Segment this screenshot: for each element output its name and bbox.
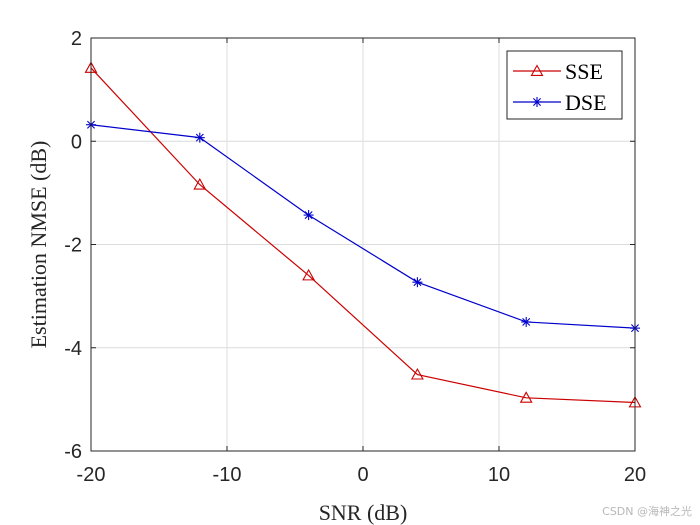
asterisk-stroke [195, 133, 204, 142]
axis-ticks: -20 -10 0 10 20-6-4-202 [64, 28, 646, 486]
legend-label-sse: SSE [565, 59, 603, 84]
legend-label-dse: DSE [565, 90, 607, 115]
legend-marker-dse [532, 97, 542, 107]
legend-entry-dse: DSE [513, 90, 607, 115]
x-axis-title: SNR (dB) [319, 500, 408, 525]
x-tick-label: 20 [624, 464, 646, 486]
x-tick-label: 0 [357, 464, 368, 486]
asterisk-stroke [413, 278, 422, 287]
data-point-sse [519, 391, 533, 403]
x-tick-label: -20 [77, 464, 106, 486]
data-point-sse [410, 367, 424, 380]
legend: SSE DSE [506, 50, 623, 120]
watermark: CSDN @海神之光 [602, 505, 692, 518]
series-line-dse [90, 124, 636, 329]
y-tick-label: -6 [64, 441, 82, 463]
data-point-sse [302, 268, 316, 281]
series-lines [84, 61, 642, 408]
series-line-sse [90, 67, 636, 404]
asterisk-stroke [533, 98, 541, 106]
y-tick-label: -4 [64, 338, 82, 360]
asterisk-stroke [304, 211, 313, 220]
data-point-dse [412, 277, 423, 288]
x-tick-label: -10 [213, 464, 242, 486]
data-point-sse [193, 177, 207, 190]
data-point-dse [303, 210, 314, 221]
legend-entry-sse: SSE [513, 59, 603, 84]
x-tick-label: 10 [488, 464, 510, 486]
legend-marker-sse [530, 64, 544, 76]
y-axis-title: Estimation NMSE (dB) [26, 141, 51, 349]
y-tick-label: 0 [71, 131, 82, 153]
y-tick-label: 2 [71, 28, 82, 50]
series-dse [86, 119, 640, 334]
legend-box [506, 50, 623, 120]
data-point-dse [194, 132, 205, 143]
data-point-dse [521, 316, 532, 327]
y-tick-label: -2 [64, 235, 82, 257]
asterisk-stroke [522, 317, 531, 326]
